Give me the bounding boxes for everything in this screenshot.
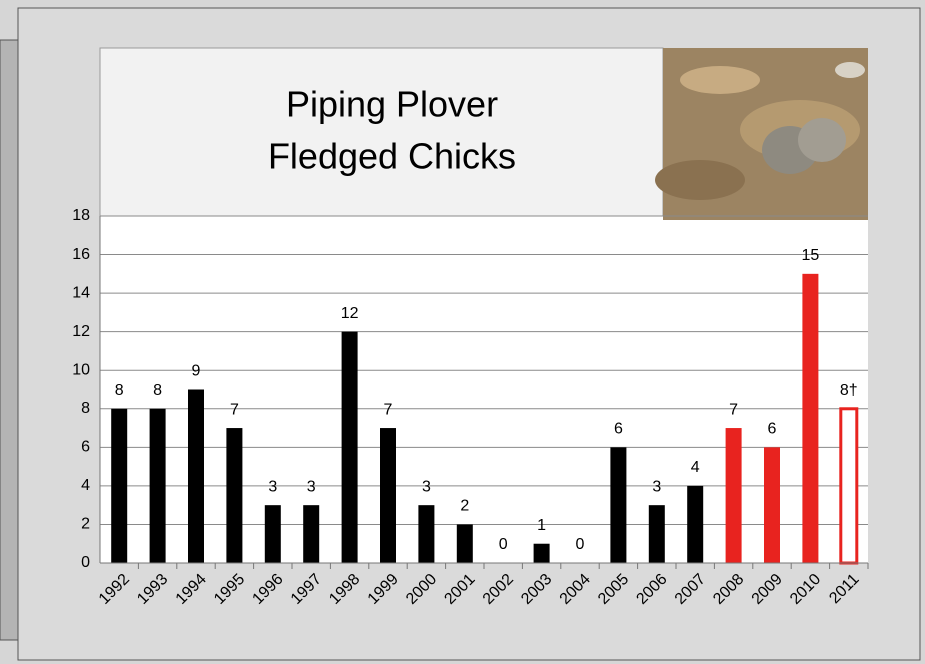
bar: [226, 428, 243, 563]
chart-title: Piping Plover: [286, 84, 498, 125]
bar: [533, 543, 550, 563]
value-label: 2: [460, 498, 469, 515]
bar: [648, 505, 665, 563]
value-label: 3: [307, 478, 316, 495]
bar: [456, 524, 473, 563]
bar: [418, 505, 435, 563]
value-label: 0: [499, 536, 508, 553]
y-tick-label: 14: [72, 284, 90, 301]
y-tick-label: 8: [81, 400, 90, 417]
bar: [341, 331, 358, 563]
chart-title: Fledged Chicks: [268, 136, 516, 177]
y-tick-label: 12: [72, 323, 90, 340]
value-label: 12: [341, 305, 359, 322]
value-label: 8: [115, 382, 124, 399]
value-label: 6: [614, 421, 623, 438]
y-tick-label: 6: [81, 439, 90, 456]
value-label: 8†: [840, 382, 858, 399]
y-tick-label: 2: [81, 516, 90, 533]
y-tick-label: 18: [72, 207, 90, 224]
value-label: 8: [153, 382, 162, 399]
value-label: 9: [192, 363, 201, 380]
value-label: 1: [537, 517, 546, 534]
title-box: [99, 47, 664, 217]
y-tick-label: 16: [72, 246, 90, 263]
value-label: 7: [230, 401, 239, 418]
value-label: 7: [729, 401, 738, 418]
bar: [610, 447, 627, 563]
value-label: 3: [268, 478, 277, 495]
y-tick-label: 0: [81, 554, 90, 571]
value-label: 15: [802, 247, 820, 264]
value-label: 3: [422, 478, 431, 495]
side-strip: [0, 39, 21, 641]
bar: [149, 408, 166, 563]
bar: [764, 447, 780, 563]
y-tick-label: 10: [72, 361, 90, 378]
bar: [725, 428, 742, 563]
plot-area: [100, 216, 868, 563]
bar: [303, 505, 320, 563]
value-label: 7: [384, 401, 393, 418]
bar: [264, 505, 281, 563]
y-tick-label: 4: [81, 477, 90, 494]
bar: [802, 273, 819, 563]
bar: [687, 485, 704, 563]
bar: [111, 408, 128, 563]
value-label: 4: [691, 459, 700, 476]
value-label: 3: [652, 478, 661, 495]
value-label: 6: [768, 421, 777, 438]
value-label: 0: [576, 536, 585, 553]
bar: [380, 428, 396, 563]
photo: [655, 48, 868, 220]
bar: [188, 389, 204, 563]
bar: [839, 407, 859, 565]
